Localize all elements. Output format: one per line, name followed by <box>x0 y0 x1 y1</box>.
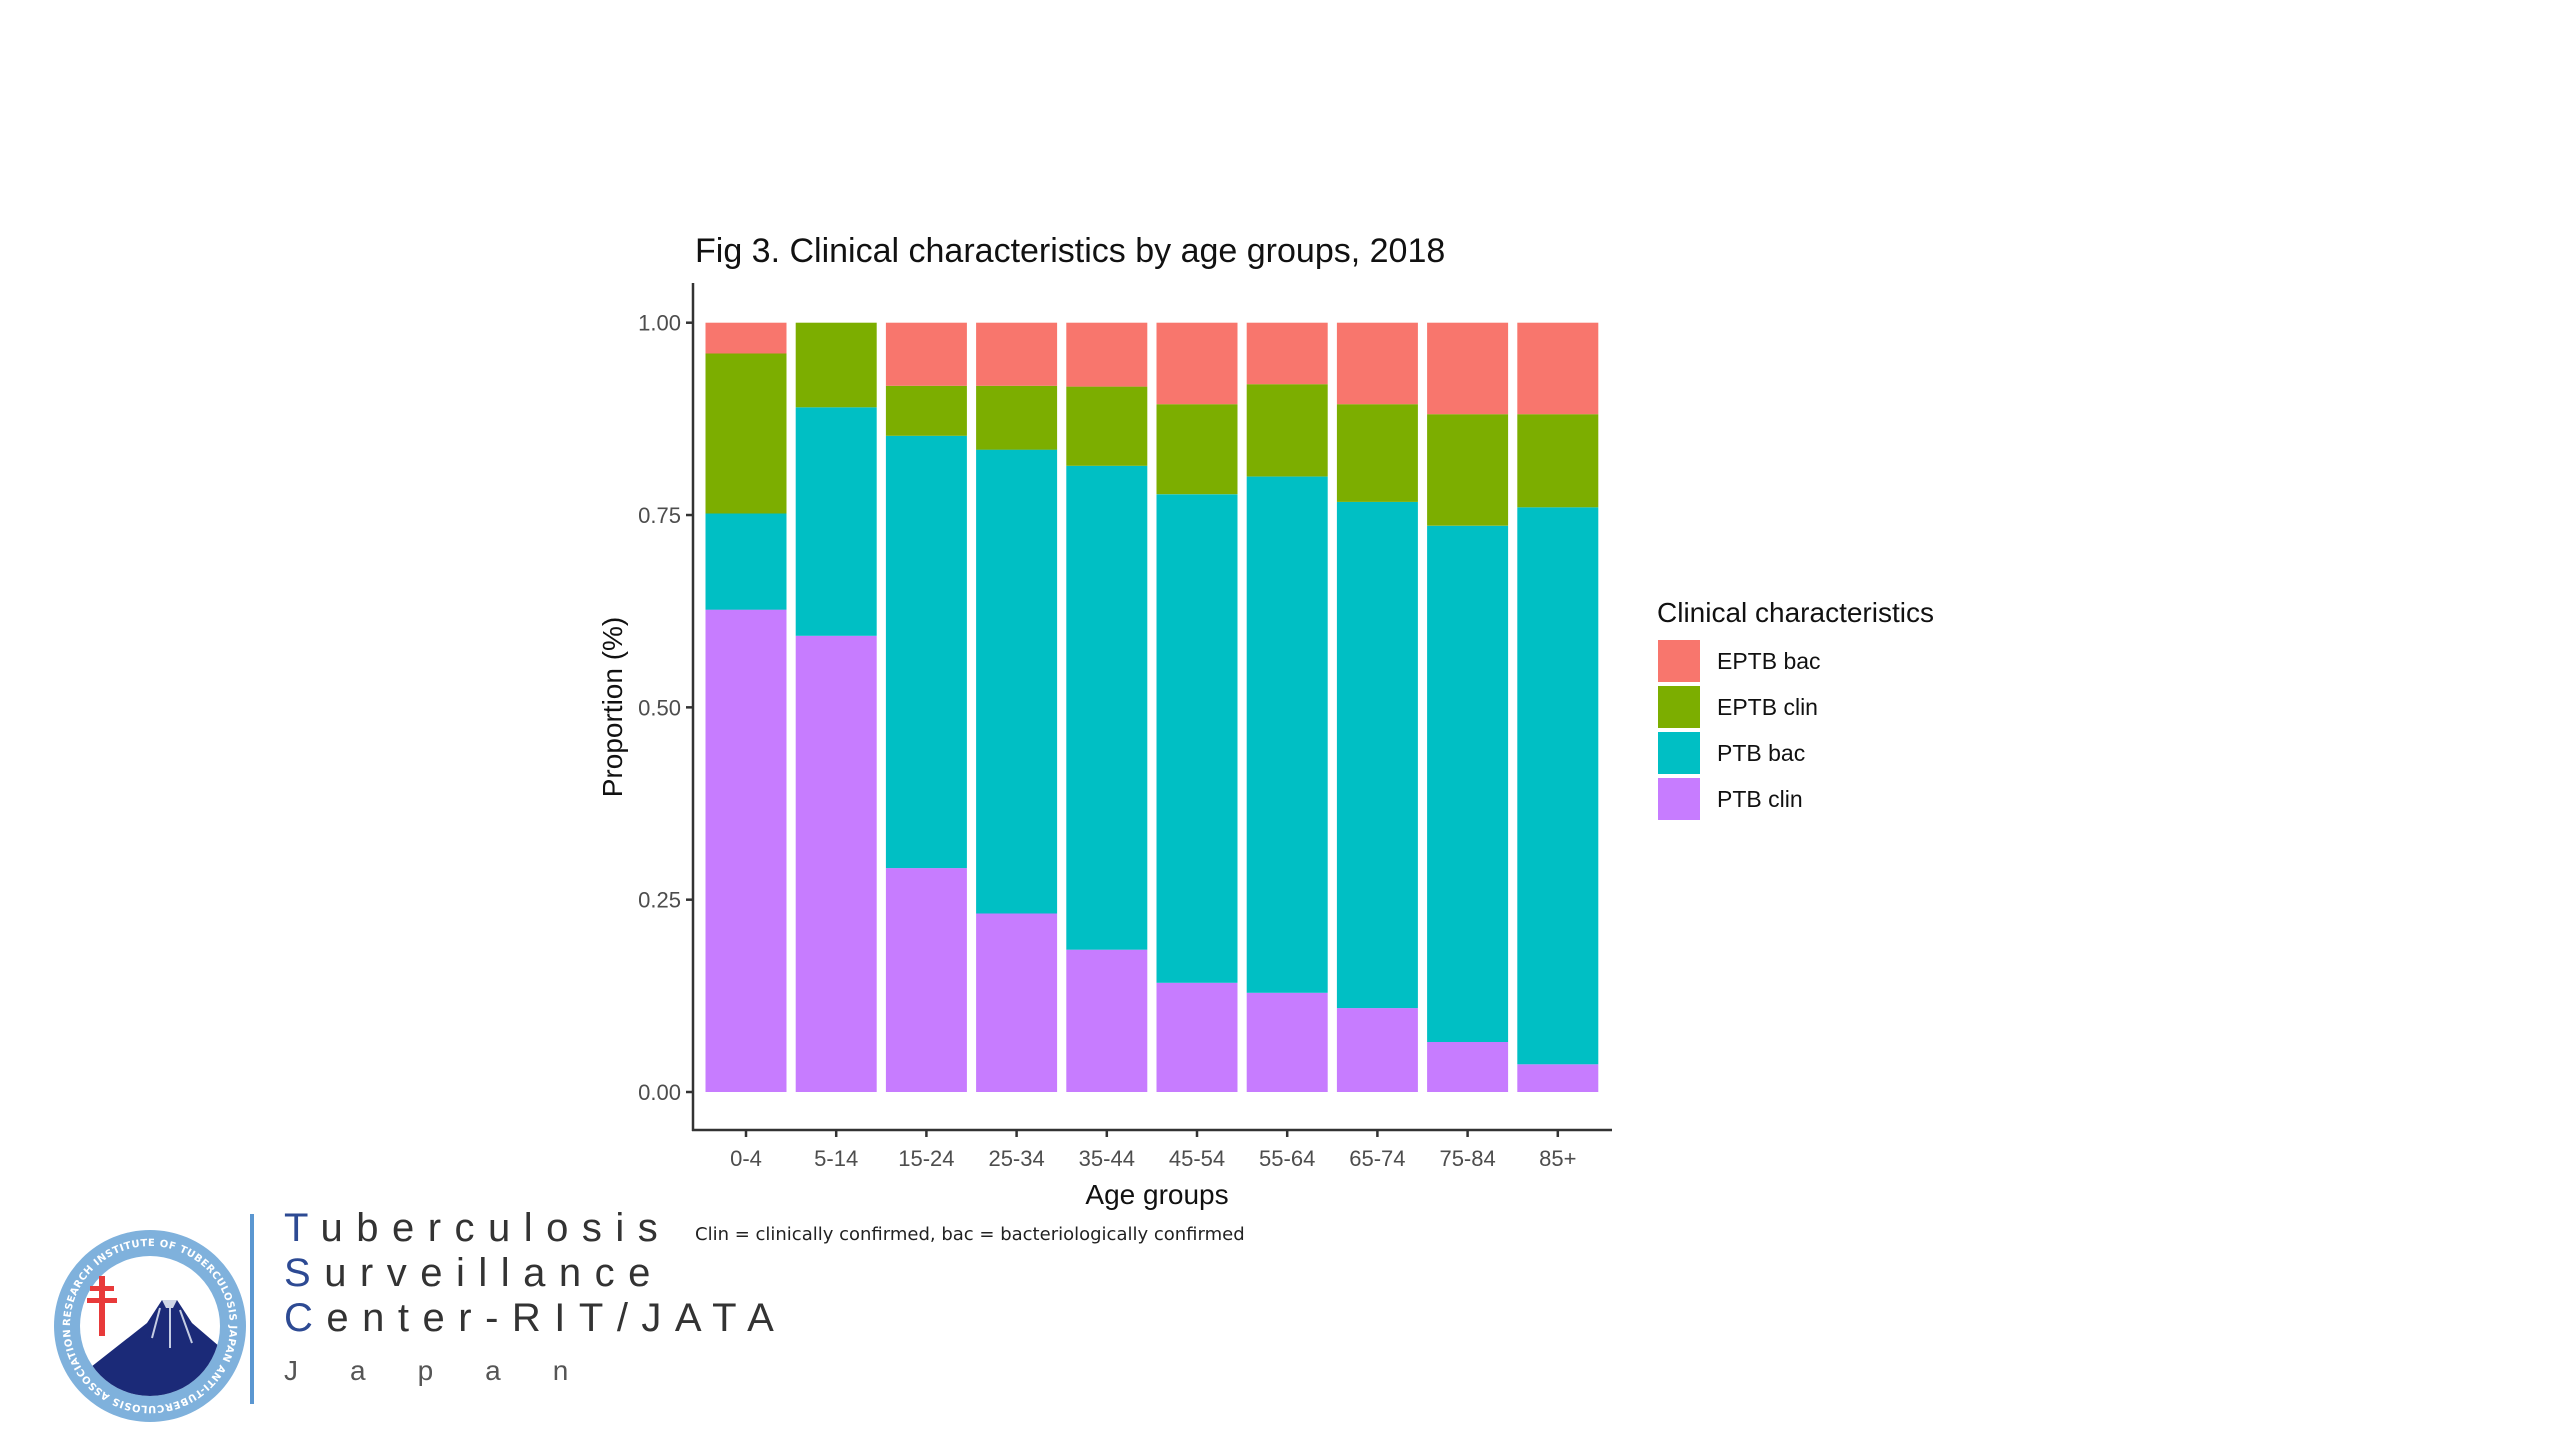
bar-segment-ptb-clin-45-54 <box>1156 982 1238 1092</box>
logo-word: uberculosis <box>320 1206 672 1250</box>
bar-segment-ptb-bac-75-84 <box>1427 525 1509 1042</box>
bars-group <box>705 322 1599 1092</box>
bar-segment-ptb-clin-55-64 <box>1246 992 1328 1092</box>
bar-segment-eptb-clin-85+ <box>1517 414 1599 508</box>
logo-initial: C <box>284 1296 327 1340</box>
bar-segment-eptb-bac-15-24 <box>885 322 967 386</box>
logo-word: enter-RIT/JATA <box>326 1296 788 1340</box>
x-tick-label: 65-74 <box>1349 1146 1405 1171</box>
bar-segment-ptb-bac-35-44 <box>1066 465 1148 950</box>
legend-label: PTB clin <box>1717 786 1803 812</box>
lorraine-cross-icon <box>87 1276 117 1336</box>
legend-key-ptb-clin <box>1658 778 1700 820</box>
logo-word: urveillance <box>324 1251 664 1295</box>
legend-key-eptb-clin <box>1658 686 1700 728</box>
legend-title: Clinical characteristics <box>1657 597 1934 628</box>
legend-label: EPTB bac <box>1717 648 1821 674</box>
bar-segment-ptb-clin-85+ <box>1517 1064 1599 1092</box>
y-tick-label: 0.50 <box>638 695 681 720</box>
bar-segment-eptb-bac-0-4 <box>705 322 787 354</box>
bar-segment-eptb-clin-25-34 <box>976 385 1058 450</box>
bar-segment-eptb-clin-0-4 <box>705 353 787 514</box>
bar-segment-eptb-bac-85+ <box>1517 322 1599 415</box>
bar-segment-eptb-bac-25-34 <box>976 322 1058 386</box>
legend-key-ptb-bac <box>1658 732 1700 774</box>
bar-segment-ptb-bac-85+ <box>1517 507 1599 1065</box>
chart-title: Fig 3. Clinical characteristics by age g… <box>695 232 1445 270</box>
chart-caption: Clin = clinically confirmed, bac = bacte… <box>695 1224 1245 1245</box>
bar-segment-ptb-bac-0-4 <box>705 513 787 610</box>
y-tick-label: 0.75 <box>638 503 681 528</box>
x-tick-label: 35-44 <box>1079 1146 1135 1171</box>
bar-segment-eptb-bac-65-74 <box>1336 322 1418 405</box>
bar-segment-eptb-clin-75-84 <box>1427 414 1509 526</box>
x-ticks-group: 0-4 5-14 15-24 25-34 35-44 45-54 55-64 65-74 75-… <box>730 1130 1576 1171</box>
logo-initial: T <box>284 1206 321 1250</box>
bar-segment-ptb-bac-55-64 <box>1246 476 1328 993</box>
x-tick-label: 45-54 <box>1169 1146 1225 1171</box>
tuberculosis-institute-emblem-icon: RESEARCH INSTITUTE OF TUBERCULOSIS JAPAN… <box>54 1230 246 1422</box>
y-tick-label: 1.00 <box>638 311 681 336</box>
bar-segment-eptb-bac-35-44 <box>1066 322 1148 387</box>
bar-segment-ptb-bac-5-14 <box>795 407 877 636</box>
bar-segment-eptb-bac-45-54 <box>1156 322 1238 405</box>
logo-line-country: Japan <box>284 1355 621 1386</box>
bar-segment-eptb-bac-75-84 <box>1427 322 1509 415</box>
y-tick-label: 0.00 <box>638 1080 681 1105</box>
bar-segment-eptb-clin-65-74 <box>1336 404 1418 502</box>
bar-segment-eptb-clin-35-44 <box>1066 386 1148 466</box>
logo-line-surveillance: Surveillance <box>284 1253 664 1293</box>
logo-initial: S <box>284 1251 325 1295</box>
x-axis-title: Age groups <box>1085 1179 1228 1210</box>
bar-segment-ptb-clin-0-4 <box>705 609 787 1092</box>
bar-segment-ptb-clin-25-34 <box>976 913 1058 1092</box>
bar-segment-ptb-bac-65-74 <box>1336 501 1418 1009</box>
logo-line-tuberculosis: Tuberculosis <box>284 1208 671 1248</box>
logo-line-center: Center-RIT/JATA <box>284 1298 787 1338</box>
bar-segment-eptb-clin-55-64 <box>1246 384 1328 477</box>
legend-label: PTB bac <box>1717 740 1805 766</box>
legend-key-eptb-bac <box>1658 640 1700 682</box>
bar-segment-eptb-clin-45-54 <box>1156 404 1238 495</box>
bar-segment-ptb-bac-15-24 <box>885 435 967 869</box>
x-tick-label: 85+ <box>1539 1146 1576 1171</box>
x-tick-label: 15-24 <box>898 1146 954 1171</box>
x-tick-label: 55-64 <box>1259 1146 1315 1171</box>
y-ticks-group: 0.00 0.25 0.50 0.75 1.00 <box>638 311 693 1105</box>
x-tick-label: 75-84 <box>1439 1146 1495 1171</box>
bar-segment-ptb-clin-65-74 <box>1336 1008 1418 1092</box>
bar-segment-ptb-clin-5-14 <box>795 635 877 1092</box>
bar-segment-eptb-clin-15-24 <box>885 385 967 436</box>
bar-segment-eptb-clin-5-14 <box>795 322 877 408</box>
y-axis-title: Proportion (%) <box>597 617 628 798</box>
bar-segment-ptb-clin-75-84 <box>1427 1042 1509 1092</box>
y-tick-label: 0.25 <box>638 888 681 913</box>
x-tick-label: 0-4 <box>730 1146 762 1171</box>
x-tick-label: 25-34 <box>988 1146 1044 1171</box>
x-tick-label: 5-14 <box>814 1146 858 1171</box>
logo-divider <box>250 1214 254 1404</box>
legend-label: EPTB clin <box>1717 694 1818 720</box>
bar-segment-ptb-clin-15-24 <box>885 868 967 1092</box>
bar-segment-ptb-bac-45-54 <box>1156 494 1238 983</box>
bar-segment-eptb-bac-55-64 <box>1246 322 1328 385</box>
bar-segment-ptb-bac-25-34 <box>976 449 1058 914</box>
bar-segment-ptb-clin-35-44 <box>1066 949 1148 1092</box>
legend: Clinical characteristics EPTB bac EPTB cl… <box>1657 597 1934 820</box>
